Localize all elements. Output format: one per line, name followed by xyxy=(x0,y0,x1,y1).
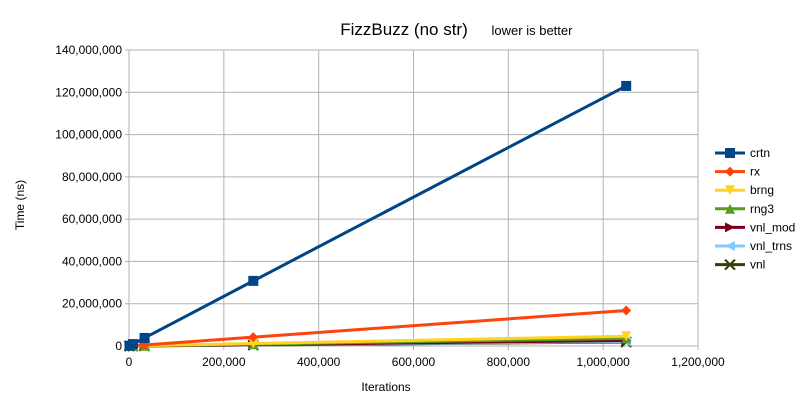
x-tick-label: 200,000 xyxy=(202,355,246,369)
data-point-rx xyxy=(621,305,632,316)
chart-subtitle: lower is better xyxy=(492,23,574,38)
legend-item-rx: rx xyxy=(715,165,760,179)
legend-label: vnl xyxy=(750,258,765,272)
legend-label: crtn xyxy=(750,146,770,160)
legend-marker xyxy=(725,203,735,214)
y-tick-label: 40,000,000 xyxy=(62,254,122,268)
y-axis-ticks: 0 20,000,000 40,000,000 60,000,000 80,000,00… xyxy=(55,43,122,353)
legend-marker xyxy=(725,148,735,158)
legend-marker xyxy=(725,185,735,196)
plot-frame xyxy=(128,49,699,347)
y-tick-label: 120,000,000 xyxy=(55,85,122,99)
chart-title: FizzBuzz (no str) xyxy=(340,20,468,39)
legend-item-vnl_trns: vnl_trns xyxy=(715,239,792,253)
legend-item-rng3: rng3 xyxy=(715,202,774,216)
legend-marker xyxy=(725,166,735,177)
data-point-crtn xyxy=(127,339,138,350)
x-axis-ticks: 0 200,000 400,000 600,000 800,000 1,000,000 1,… xyxy=(126,355,725,369)
x-tick-label: 0 xyxy=(126,355,133,369)
x-tick-label: 1,200,000 xyxy=(671,355,725,369)
data-point-brng xyxy=(248,338,259,349)
y-tick-label: 100,000,000 xyxy=(55,128,122,142)
x-axis-title: Iterations xyxy=(361,380,410,394)
legend-label: rng3 xyxy=(750,202,774,216)
legend-marker xyxy=(725,222,735,233)
series-layer xyxy=(123,80,632,352)
legend-marker xyxy=(724,258,736,271)
x-tick-label: 800,000 xyxy=(487,355,531,369)
legend-label: vnl_mod xyxy=(750,220,795,234)
legend-item-vnl_mod: vnl_mod xyxy=(715,220,795,234)
legend-item-vnl: vnl xyxy=(715,258,765,272)
y-tick-label: 80,000,000 xyxy=(62,170,122,184)
y-axis-title: Time (ns) xyxy=(13,180,27,230)
legend-item-crtn: crtn xyxy=(715,146,770,160)
x-tick-label: 600,000 xyxy=(392,355,436,369)
legend-label: brng xyxy=(750,183,774,197)
plot-area-border xyxy=(128,49,699,347)
y-tick-label: 0 xyxy=(115,339,122,353)
series-line-crtn xyxy=(127,84,628,348)
x-tick-label: 1,000,000 xyxy=(576,355,630,369)
y-tick-label: 20,000,000 xyxy=(62,297,122,311)
legend-label: vnl_trns xyxy=(750,239,792,253)
data-point-brng xyxy=(621,331,632,342)
data-point-crtn xyxy=(621,80,632,91)
y-tick-label: 140,000,000 xyxy=(55,43,122,57)
legend-item-brng: brng xyxy=(715,183,774,197)
y-tick-label: 60,000,000 xyxy=(62,212,122,226)
x-tick-label: 400,000 xyxy=(297,355,341,369)
legend-marker xyxy=(725,241,735,251)
data-point-crtn xyxy=(248,275,259,286)
data-point-rx xyxy=(248,332,259,343)
data-point-crtn xyxy=(139,332,150,343)
legend-label: rx xyxy=(750,165,760,179)
series-crtn xyxy=(124,80,632,351)
